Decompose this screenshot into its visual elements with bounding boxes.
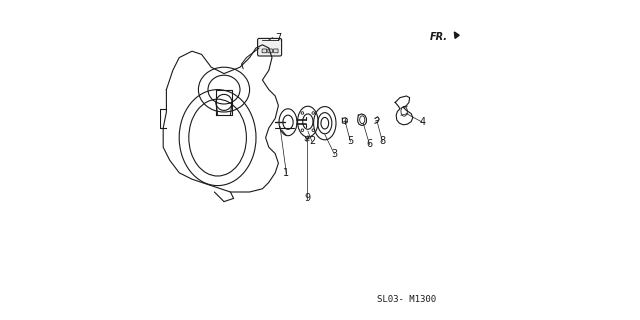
Text: SL03- M1300: SL03- M1300 — [377, 295, 436, 304]
FancyBboxPatch shape — [262, 49, 267, 53]
Text: 3: 3 — [332, 148, 337, 159]
Text: 6: 6 — [367, 139, 372, 149]
Text: 7: 7 — [275, 33, 282, 44]
Text: 4: 4 — [419, 116, 426, 127]
Text: 1: 1 — [284, 168, 289, 178]
FancyBboxPatch shape — [268, 49, 273, 53]
Text: 2: 2 — [309, 136, 315, 146]
Text: 5: 5 — [348, 136, 353, 146]
Polygon shape — [454, 32, 460, 38]
Text: 8: 8 — [380, 136, 385, 146]
FancyBboxPatch shape — [258, 38, 282, 56]
FancyBboxPatch shape — [274, 49, 278, 53]
Text: 9: 9 — [304, 193, 310, 204]
Text: FR.: FR. — [430, 32, 448, 42]
